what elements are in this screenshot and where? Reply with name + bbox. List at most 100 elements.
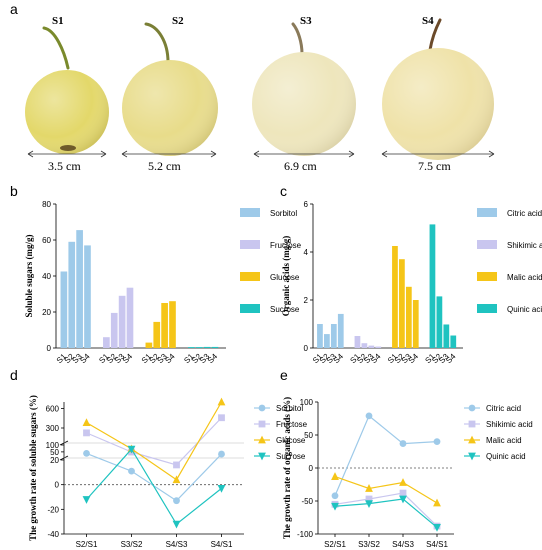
legend-label-sorbitol: Sorbitol	[276, 404, 303, 413]
point-glucose-s4-s3	[172, 475, 181, 484]
x-tick-label: S2/S1	[324, 540, 346, 549]
legend-swatch-fructose	[240, 240, 260, 249]
point-malic-acid-s3-s2	[365, 484, 373, 492]
x-tick-label: S3/S2	[358, 540, 380, 549]
point-sorbitol-s3-s2	[128, 467, 135, 475]
x-tick-label: S2/S1	[76, 540, 98, 549]
bar-sorbitol-s2	[68, 241, 76, 348]
point-sucrose-s3-s2	[127, 445, 136, 454]
panel-label-d: d	[10, 367, 18, 383]
bar-sucrose-s4	[211, 346, 219, 348]
x-tick-label: S4	[206, 351, 220, 365]
series-line-citric-acid	[334, 414, 438, 496]
panel-a: a S1 S2 S3 S4	[10, 1, 495, 173]
fruit-stem-s1	[42, 26, 70, 70]
bar-citric-acid-s2	[324, 334, 330, 348]
point-malic-acid-s4-s1	[433, 498, 441, 507]
y-tick-label: 50	[50, 448, 59, 457]
bar-shikimic-acid-s4	[375, 346, 382, 348]
legend-marker-sucrose	[258, 452, 266, 461]
legend-marker-quinic-acid	[468, 452, 476, 461]
y-tick-label: 100	[300, 398, 314, 407]
point-citric-acid-s4-s1	[433, 438, 441, 445]
point-shikimic-acid-s4-s3	[399, 489, 407, 497]
legend-marker-citric-acid	[468, 404, 476, 412]
fruit-s1: S1	[25, 15, 109, 154]
legend-marker-glucose	[258, 435, 266, 444]
legend-label-fructose: Fructose	[270, 241, 302, 250]
bar-glucose-s2	[153, 321, 161, 348]
bar-quinic-acid-s1	[429, 224, 436, 348]
legend-label-citric-acid: Citric acid	[486, 404, 521, 413]
legend-label-quinic-acid: Quinic acid	[507, 305, 542, 314]
size-ruler-s1: 3.5 cm	[27, 150, 107, 173]
point-sucrose-s4-s3	[172, 520, 181, 529]
bar-quinic-acid-s2	[436, 296, 443, 348]
legend-swatch-shikimic-acid	[477, 240, 497, 249]
fruit-shade-s2	[122, 60, 218, 156]
fruit-stage-label-s3: S3	[300, 15, 312, 27]
point-quinic-acid-s4-s3	[399, 495, 407, 504]
point-fructose-s4-s1	[218, 414, 225, 422]
legend-label-glucose: Glucose	[276, 436, 306, 445]
point-malic-acid-s4-s3	[399, 478, 407, 486]
bar-fructose-s3	[118, 295, 126, 348]
bar-malic-acid-s2	[399, 259, 405, 348]
bar-glucose-s1	[145, 342, 153, 348]
legend-label-quinic-acid: Quinic acid	[486, 452, 526, 461]
fruit-s4: S4	[382, 15, 494, 160]
point-glucose-s2-s1	[82, 418, 91, 427]
x-tick-label: S4	[444, 351, 458, 365]
y-tick-label: -100	[297, 530, 314, 539]
fruit-s2: S2	[122, 15, 218, 156]
y-tick-label: -40	[47, 530, 59, 539]
x-tick-label: S4	[332, 351, 346, 365]
y-tick-label: -20	[47, 505, 59, 514]
point-quinic-acid-s2-s1	[331, 502, 339, 511]
bar-sucrose-s3	[203, 346, 211, 348]
legend-label-malic-acid: Malic acid	[507, 273, 542, 282]
x-tick-label: S4	[163, 351, 177, 365]
bar-citric-acid-s1	[317, 324, 323, 348]
x-tick-label: S4/S1	[426, 540, 448, 549]
series-line-sucrose	[86, 448, 222, 526]
panel-label-c: c	[280, 183, 287, 199]
y-tick-label: 2	[304, 296, 309, 305]
panel-label-e: e	[280, 367, 288, 383]
legend-swatch-sucrose	[240, 304, 260, 313]
point-citric-acid-s4-s3	[399, 440, 407, 447]
point-sucrose-s2-s1	[82, 496, 91, 504]
bar-shikimic-acid-s2	[361, 343, 368, 348]
legend-label-shikimic-acid: Shikimic acid	[486, 420, 533, 429]
fruit-stem-s3	[291, 22, 304, 56]
legend-label-sucrose: Sucrose	[270, 305, 300, 314]
y-tick-label: 100	[46, 441, 60, 450]
legend-label-glucose: Glucose	[270, 273, 300, 282]
size-label-s3: 6.9 cm	[284, 159, 317, 173]
point-malic-acid-s2-s1	[331, 472, 339, 480]
y-tick-label: 600	[46, 405, 60, 414]
y-tick-label: 0	[47, 344, 52, 353]
bar-sucrose-s1	[188, 347, 195, 348]
legend-marker-sorbitol	[258, 404, 266, 412]
y-axis-title: The growth rate of organic acids (%)	[282, 397, 292, 539]
point-quinic-acid-s3-s2	[365, 500, 373, 509]
point-glucose-s4-s1	[217, 397, 226, 406]
y-tick-label: 20	[42, 308, 51, 317]
point-quinic-acid-s4-s1	[433, 524, 441, 532]
legend-label-sucrose: Sucrose	[276, 452, 306, 461]
series-line-shikimic-acid	[334, 492, 438, 527]
legend-swatch-malic-acid	[477, 272, 497, 281]
point-fructose-s4-s3	[173, 461, 180, 469]
size-label-s4: 7.5 cm	[418, 159, 451, 173]
x-tick-label: S3/S2	[121, 540, 143, 549]
point-sorbitol-s4-s1	[218, 450, 225, 458]
fruit-stage-label-s4: S4	[422, 15, 434, 27]
legend-swatch-sorbitol	[240, 208, 260, 217]
legend-swatch-glucose	[240, 272, 260, 281]
bar-glucose-s3	[161, 303, 168, 348]
